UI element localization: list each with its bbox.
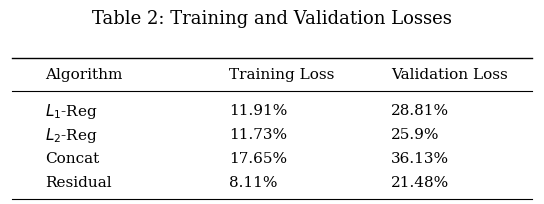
Text: $L_2$-Reg: $L_2$-Reg	[45, 126, 97, 145]
Text: Table 2: Training and Validation Losses: Table 2: Training and Validation Losses	[92, 10, 452, 29]
Text: 21.48%: 21.48%	[391, 176, 449, 191]
Text: 36.13%: 36.13%	[391, 152, 449, 166]
Text: Validation Loss: Validation Loss	[391, 68, 508, 82]
Text: 28.81%: 28.81%	[391, 104, 449, 118]
Text: 11.73%: 11.73%	[228, 128, 287, 142]
Text: Residual: Residual	[45, 176, 112, 191]
Text: 8.11%: 8.11%	[228, 176, 277, 191]
Text: Algorithm: Algorithm	[45, 68, 122, 82]
Text: Training Loss: Training Loss	[228, 68, 334, 82]
Text: 11.91%: 11.91%	[228, 104, 287, 118]
Text: 25.9%: 25.9%	[391, 128, 440, 142]
Text: Concat: Concat	[45, 152, 99, 166]
Text: 17.65%: 17.65%	[228, 152, 287, 166]
Text: $L_1$-Reg: $L_1$-Reg	[45, 102, 97, 121]
